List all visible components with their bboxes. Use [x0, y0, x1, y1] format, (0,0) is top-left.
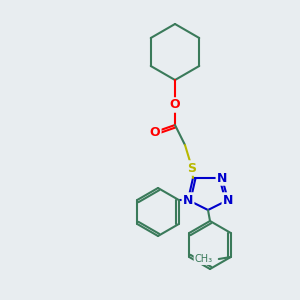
Text: N: N	[223, 194, 233, 206]
Text: S: S	[188, 161, 196, 175]
Text: N: N	[183, 194, 193, 206]
Text: CH₃: CH₃	[195, 254, 213, 264]
Text: O: O	[170, 98, 180, 112]
Text: N: N	[217, 172, 227, 184]
Text: O: O	[150, 125, 160, 139]
